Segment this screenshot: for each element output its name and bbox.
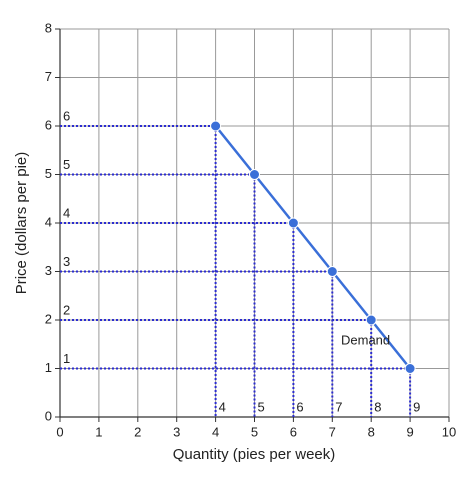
x-tick-label: 4 bbox=[212, 424, 219, 439]
annotation: Demand bbox=[341, 332, 390, 347]
x-tick-label: 0 bbox=[56, 424, 63, 439]
x-tick-label: 7 bbox=[329, 424, 336, 439]
point bbox=[404, 363, 416, 374]
guide-label: 4 bbox=[63, 205, 70, 220]
x-tick-label: 6 bbox=[290, 424, 297, 439]
x-axis-title: Quantity (pies per week) bbox=[173, 446, 336, 463]
y-axis-title: Price (dollars per pie) bbox=[13, 152, 30, 295]
guide-label: 9 bbox=[413, 399, 420, 414]
x-tick-label: 8 bbox=[368, 424, 375, 439]
x-tick-label: 1 bbox=[95, 424, 102, 439]
point bbox=[249, 169, 260, 180]
guide-label: 6 bbox=[63, 108, 70, 123]
point bbox=[287, 217, 299, 229]
y-tick-label: 7 bbox=[45, 69, 52, 84]
y-tick-label: 6 bbox=[45, 117, 52, 132]
guide-label: 4 bbox=[219, 399, 226, 414]
guide-label: 1 bbox=[63, 351, 70, 366]
y-tick-label: 3 bbox=[45, 263, 52, 278]
guide-label: 8 bbox=[374, 399, 381, 414]
guide-label: 5 bbox=[63, 157, 70, 172]
point bbox=[365, 314, 377, 326]
x-tick-label: 10 bbox=[442, 424, 456, 439]
guide-label: 6 bbox=[296, 399, 303, 414]
x-tick-label: 2 bbox=[134, 424, 141, 439]
line bbox=[214, 125, 412, 370]
y-tick-label: 5 bbox=[45, 166, 52, 181]
point bbox=[210, 120, 222, 132]
y-tick-label: 8 bbox=[45, 20, 52, 35]
guide-label: 3 bbox=[63, 254, 70, 269]
point bbox=[326, 266, 338, 277]
guide-label: 2 bbox=[63, 302, 70, 317]
y-tick-label: 4 bbox=[45, 214, 52, 229]
guide-label: 5 bbox=[258, 399, 265, 414]
y-tick-label: 1 bbox=[45, 360, 52, 375]
x-tick-label: 9 bbox=[406, 424, 413, 439]
x-tick-label: 5 bbox=[251, 424, 258, 439]
guide-label: 7 bbox=[335, 399, 342, 414]
x-tick-label: 3 bbox=[173, 424, 180, 439]
y-tick-label: 2 bbox=[45, 311, 52, 326]
y-tick-label: 0 bbox=[45, 408, 52, 423]
